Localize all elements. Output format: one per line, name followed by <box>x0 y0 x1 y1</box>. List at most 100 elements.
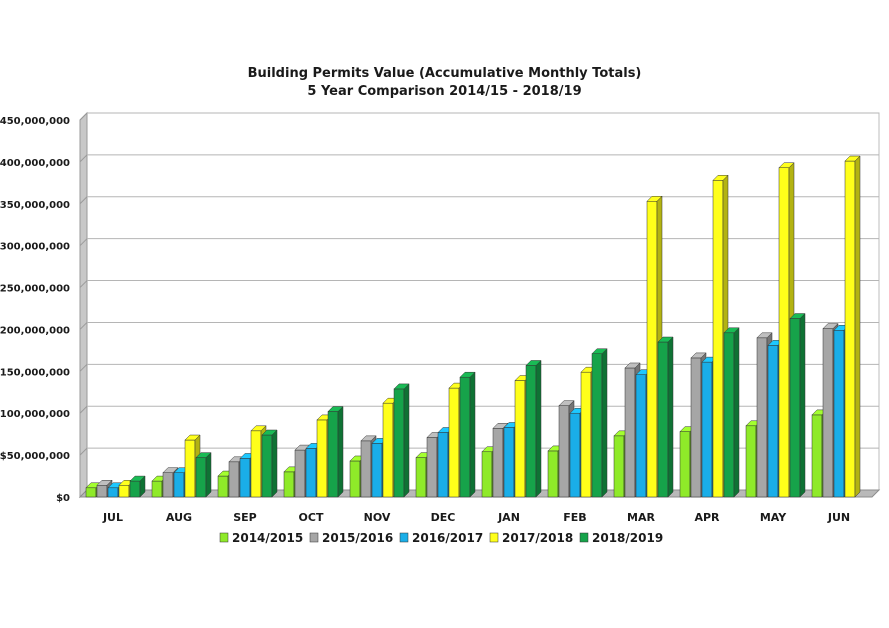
bar-top <box>162 467 179 473</box>
bar-top <box>756 332 773 339</box>
bar-front <box>371 443 383 498</box>
bar-front <box>613 435 625 498</box>
bar-front <box>492 428 504 498</box>
bar-front <box>118 485 130 498</box>
y-tick-label: $450,000,000 <box>0 116 70 127</box>
side-wall <box>79 111 88 499</box>
bar-side <box>205 452 212 498</box>
bar-front <box>327 411 339 498</box>
bar-side <box>337 405 344 498</box>
gridline-depth <box>79 322 88 330</box>
bar-front <box>723 332 735 498</box>
bar-front <box>195 457 207 498</box>
bar-front <box>305 448 317 498</box>
bar-front <box>789 318 801 498</box>
legend-label: 2014/2015 <box>232 531 303 545</box>
bar-top <box>822 323 839 329</box>
bar <box>591 348 608 498</box>
legend-label: 2017/2018 <box>502 531 573 545</box>
bar-top <box>624 362 641 369</box>
y-tick-label: $400,000,000 <box>0 158 70 169</box>
bar-top <box>591 348 608 354</box>
bar-front <box>316 419 328 498</box>
y-tick-label: $350,000,000 <box>0 200 70 211</box>
gridline-depth <box>79 363 88 372</box>
bar-front <box>228 461 240 498</box>
bar-front <box>833 330 845 498</box>
x-tick-label: SEP <box>233 511 257 524</box>
bar-front <box>646 201 658 498</box>
legend-label: 2018/2019 <box>592 531 663 545</box>
bar-top <box>558 400 575 406</box>
legend-swatch <box>399 532 409 543</box>
bar-side <box>799 312 806 498</box>
bar-front <box>173 472 185 498</box>
floor <box>78 489 881 498</box>
y-tick-label: $200,000,000 <box>0 325 70 336</box>
bar-front <box>250 430 262 498</box>
bar-front <box>822 328 834 498</box>
bar-front <box>448 387 460 498</box>
bar-top <box>129 475 146 482</box>
bar-top <box>327 406 344 412</box>
bar-front <box>580 371 592 498</box>
bar-front <box>239 458 251 498</box>
bar-front <box>96 485 108 498</box>
legend-label: 2016/2017 <box>412 531 483 545</box>
bar-front <box>624 367 636 498</box>
bar-front <box>635 374 647 498</box>
bar-front <box>393 388 405 498</box>
bar-side <box>667 336 674 498</box>
legend-swatch <box>579 532 589 543</box>
y-tick-label: $50,000,000 <box>0 451 70 462</box>
bar-side <box>469 371 476 498</box>
bar-front <box>690 357 702 498</box>
bar-front <box>679 431 691 498</box>
legend-label: 2015/2016 <box>322 531 393 545</box>
bar-front <box>360 440 372 498</box>
chart-title: Building Permits Value (Accumulative Mon… <box>247 66 642 81</box>
bar <box>723 327 740 498</box>
bar <box>789 312 806 498</box>
bar-front <box>151 480 163 498</box>
bar-top <box>690 352 707 359</box>
bar-top <box>844 155 861 162</box>
bar-side <box>854 155 861 498</box>
bar-front <box>261 434 273 498</box>
bar-top <box>778 162 795 169</box>
x-tick-label: AUG <box>166 511 192 524</box>
gridline-depth <box>79 154 88 163</box>
bar-side <box>403 383 410 498</box>
bar-front <box>701 361 713 498</box>
bar-top <box>184 434 201 441</box>
y-tick-label: $0 <box>56 493 70 504</box>
bar-top <box>195 452 212 458</box>
bar-front <box>657 341 669 498</box>
gridline-depth <box>79 238 88 247</box>
bar-front <box>184 439 196 498</box>
bar-front <box>558 405 570 498</box>
bar-side <box>601 348 608 498</box>
x-tick-label: DEC <box>431 511 456 524</box>
bar-front <box>811 414 823 498</box>
x-tick-label: NOV <box>364 511 391 524</box>
bar <box>657 336 674 498</box>
bar-front <box>382 402 394 498</box>
bar-front <box>294 449 306 498</box>
bar-front <box>437 432 449 498</box>
legend-swatch <box>309 532 319 543</box>
bar-top <box>459 371 476 378</box>
y-tick-label: $250,000,000 <box>0 284 70 295</box>
y-tick-label: $150,000,000 <box>0 367 70 378</box>
y-tick-label: $300,000,000 <box>0 242 70 253</box>
bar <box>129 475 146 498</box>
bar-front <box>217 475 229 498</box>
bar-side <box>535 359 542 498</box>
x-tick-label: MAR <box>627 511 655 524</box>
bar-top <box>261 429 278 436</box>
bar-top <box>250 425 267 432</box>
x-tick-label: OCT <box>299 511 324 524</box>
bar <box>844 155 861 498</box>
